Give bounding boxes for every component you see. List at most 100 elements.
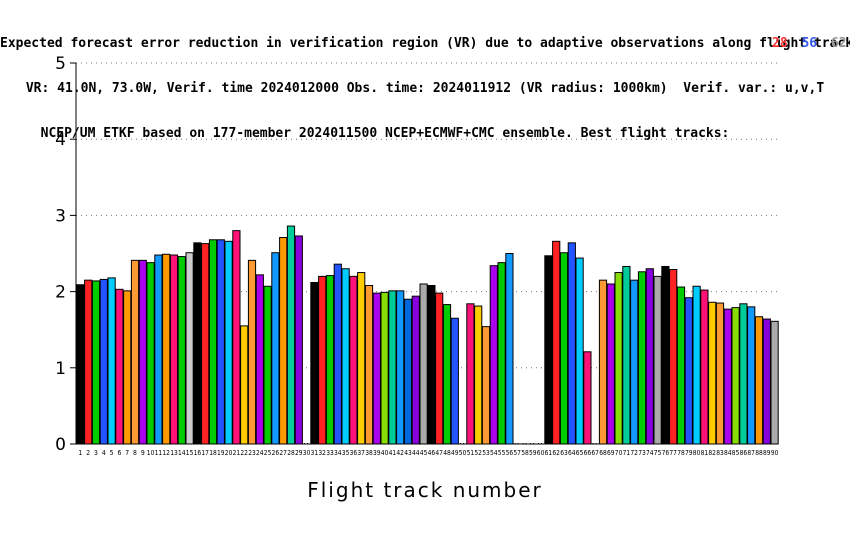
x-tick-label: 41 (389, 449, 397, 457)
x-tick-label: 51 (467, 449, 475, 457)
x-tick-label: 72 (630, 449, 638, 457)
x-tick-label: 61 (545, 449, 553, 457)
chart-title: Expected forecast error reduction in ver… (0, 6, 850, 156)
bar (263, 285, 272, 445)
x-tick-label: 16 (194, 449, 202, 457)
x-tick-label: 7 (125, 449, 129, 457)
x-tick-label: 32 (318, 449, 326, 457)
bar (622, 265, 631, 445)
y-tick-label: 0 (55, 435, 66, 455)
bar (341, 268, 350, 445)
bar (325, 275, 335, 445)
bar (411, 295, 420, 445)
bar (762, 318, 771, 445)
x-tick-label: 2 (86, 449, 90, 457)
x-tick-label: 58 (521, 449, 529, 457)
x-tick-label: 49 (451, 449, 459, 457)
bar (318, 275, 327, 445)
bar (489, 265, 498, 445)
x-tick-label: 59 (529, 449, 537, 457)
bar (606, 283, 615, 445)
bar (169, 254, 179, 445)
x-tick-label: 10 (147, 449, 155, 457)
bar (224, 240, 233, 445)
x-tick-label: 88 (755, 449, 763, 457)
x-tick-label: 18 (209, 449, 217, 457)
bar (154, 254, 163, 445)
bar (474, 305, 483, 445)
x-tick-label: 77 (669, 449, 677, 457)
bar (333, 263, 342, 445)
x-tick-label: 65 (576, 449, 584, 457)
bar (739, 303, 748, 445)
bar (193, 242, 202, 445)
x-tick-label: 1 (78, 449, 82, 457)
x-tick-label: 13 (170, 449, 178, 457)
x-tick-label: 90 (771, 449, 779, 457)
x-tick-label: 33 (326, 449, 334, 457)
bar (177, 256, 186, 445)
bar (76, 284, 85, 445)
bar (669, 269, 678, 445)
x-tick-label: 87 (747, 449, 755, 457)
x-tick-label: 4 (102, 449, 106, 457)
x-tick-label: 14 (178, 449, 186, 457)
x-tick-label: 40 (381, 449, 389, 457)
bar (388, 290, 397, 445)
bar (676, 286, 686, 445)
bar (645, 268, 654, 445)
x-tick-label: 84 (724, 449, 732, 457)
x-tick-label: 26 (272, 449, 280, 457)
x-tick-label: 11 (155, 449, 163, 457)
x-tick-label: 78 (677, 449, 685, 457)
y-ticks: 0 1 2 3 4 5 (55, 54, 76, 455)
bar (279, 236, 288, 445)
x-tick-label: 12 (162, 449, 170, 457)
bar (403, 298, 413, 445)
x-tick-label: 68 (599, 449, 607, 457)
x-tick-label: 52 (474, 449, 482, 457)
best-track-2: 56 (801, 36, 818, 51)
title-line-3: NCEP/UM ETKF based on 177-member 2024011… (40, 126, 730, 141)
bar (357, 272, 366, 445)
x-axis-label: Flight track number (307, 478, 543, 502)
bar (731, 307, 740, 445)
bar (162, 253, 171, 445)
bar (583, 351, 592, 445)
bar (559, 252, 569, 445)
x-tick-label: 24 (256, 449, 264, 457)
x-ticks: 1 2 3 4 5 6 7 8 9 10 11 12 13 14 15 16 17 18 19 20 21 22 23 24 2… (78, 449, 778, 457)
bar (185, 252, 194, 445)
x-tick-label: 39 (373, 449, 381, 457)
bar (598, 279, 608, 445)
x-tick-label: 56 (506, 449, 514, 457)
x-tick-label: 25 (264, 449, 272, 457)
x-tick-label: 45 (420, 449, 428, 457)
bar (630, 279, 639, 445)
bar (364, 285, 374, 445)
x-tick-label: 28 (287, 449, 295, 457)
x-tick-label: 75 (654, 449, 662, 457)
x-tick-label: 8 (133, 449, 137, 457)
bar (700, 289, 709, 445)
x-tick-label: 81 (701, 449, 709, 457)
bar (146, 262, 155, 445)
bar (661, 265, 670, 445)
x-tick-label: 70 (615, 449, 623, 457)
bar (123, 290, 132, 445)
bar (310, 281, 319, 445)
bars (76, 225, 779, 445)
bar (130, 259, 140, 445)
bar (567, 242, 576, 445)
x-tick-label: 15 (186, 449, 194, 457)
bar (419, 283, 428, 445)
bar (653, 275, 662, 445)
x-tick-label: 6 (117, 449, 121, 457)
x-tick-label: 79 (685, 449, 693, 457)
bar (380, 291, 389, 445)
x-tick-label: 76 (662, 449, 670, 457)
x-tick-label: 55 (498, 449, 506, 457)
x-tick-label: 44 (412, 449, 420, 457)
title-line-2: VR: 41.0N, 73.0W, Verif. time 2024012000… (25, 81, 825, 96)
bar (544, 255, 553, 445)
